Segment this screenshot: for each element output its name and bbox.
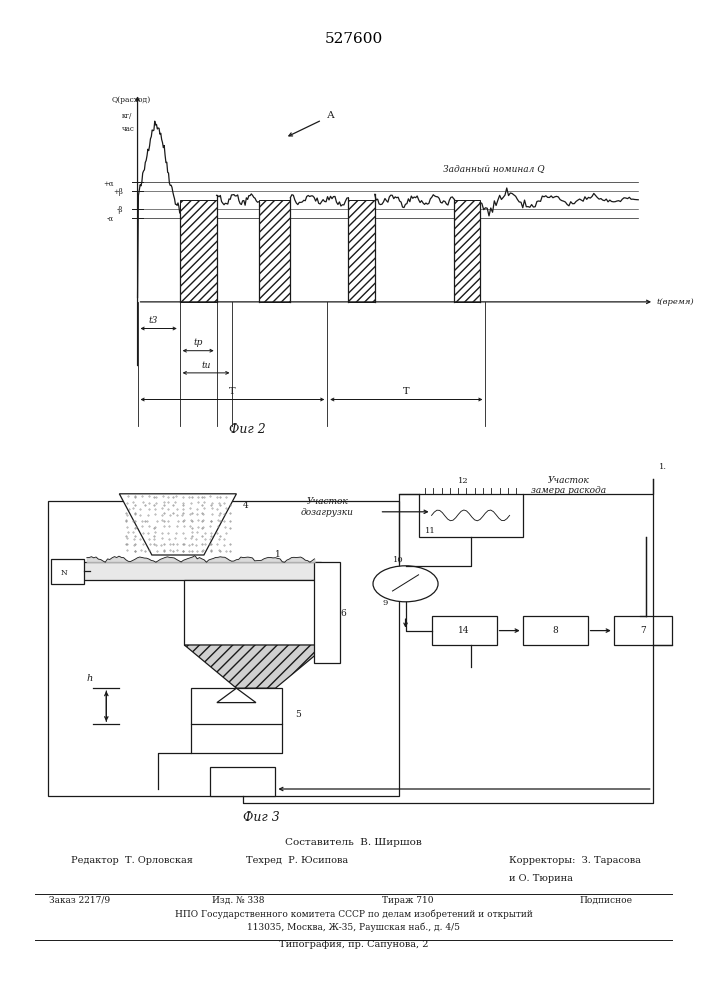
Text: Заказ 2217/9: Заказ 2217/9 <box>49 896 110 905</box>
Text: Заданный номинал Q: Заданный номинал Q <box>443 164 545 173</box>
Text: Составитель  В. Ширшов: Составитель В. Ширшов <box>285 838 422 847</box>
Bar <box>48 501 399 796</box>
Text: 14: 14 <box>458 626 470 635</box>
Bar <box>419 494 522 537</box>
Text: 1: 1 <box>276 550 281 559</box>
Polygon shape <box>217 688 256 703</box>
Text: НПО Государственного комитета СССР по делам изобретений и открытий: НПО Государственного комитета СССР по де… <box>175 910 532 919</box>
Bar <box>180 200 216 302</box>
Text: Фиг 3: Фиг 3 <box>243 811 280 824</box>
Text: кг/: кг/ <box>122 112 132 120</box>
Text: 527600: 527600 <box>325 32 382 46</box>
Text: Фиг 2: Фиг 2 <box>229 423 266 436</box>
Text: 9: 9 <box>382 599 388 607</box>
Bar <box>51 559 83 584</box>
Text: +β: +β <box>113 188 123 196</box>
Text: +α: +α <box>103 180 114 188</box>
Text: 1.: 1. <box>659 463 667 471</box>
Text: 11: 11 <box>425 527 436 535</box>
Bar <box>191 688 282 724</box>
Bar <box>259 200 291 302</box>
Bar <box>81 562 321 580</box>
Text: и О. Тюрина: и О. Тюрина <box>509 874 573 883</box>
Text: Типография, пр. Сапунова, 2: Типография, пр. Сапунова, 2 <box>279 940 428 949</box>
Text: T: T <box>403 387 409 396</box>
Text: 10: 10 <box>392 556 403 564</box>
Polygon shape <box>119 494 236 555</box>
Text: А: А <box>327 111 335 120</box>
Text: tp: tp <box>194 338 203 347</box>
Text: час: час <box>122 125 134 133</box>
Text: h: h <box>87 674 93 683</box>
Text: t3: t3 <box>148 316 158 325</box>
Bar <box>349 200 375 302</box>
Polygon shape <box>185 645 327 688</box>
Text: Редактор  Т. Орловская: Редактор Т. Орловская <box>71 856 192 865</box>
Text: Q(расход): Q(расход) <box>111 96 151 104</box>
Text: t(время): t(время) <box>657 298 694 306</box>
Text: N: N <box>61 569 67 577</box>
Text: 5: 5 <box>295 710 301 719</box>
Text: 12: 12 <box>457 477 468 485</box>
Bar <box>454 200 480 302</box>
Bar <box>315 562 341 663</box>
Bar <box>614 616 672 645</box>
Text: 6: 6 <box>341 609 346 618</box>
Text: 113035, Москва, Ж-35, Раушская наб., д. 4/5: 113035, Москва, Ж-35, Раушская наб., д. … <box>247 922 460 932</box>
Bar <box>522 616 588 645</box>
Text: 7: 7 <box>640 626 645 635</box>
Text: tu: tu <box>201 361 211 370</box>
Text: 8: 8 <box>552 626 558 635</box>
Bar <box>211 767 276 796</box>
Text: Участок
замера раскода: Участок замера раскода <box>530 476 606 495</box>
Text: Тираж 710: Тираж 710 <box>382 896 433 905</box>
Text: -α: -α <box>107 215 114 223</box>
Circle shape <box>373 566 438 602</box>
Polygon shape <box>185 580 327 645</box>
Text: T: T <box>229 387 235 396</box>
Text: Техред  Р. Юсипова: Техред Р. Юсипова <box>246 856 348 865</box>
Text: 4: 4 <box>243 501 249 510</box>
Text: -β: -β <box>116 206 123 214</box>
Text: Изд. № 338: Изд. № 338 <box>212 896 264 905</box>
Bar <box>431 616 496 645</box>
Text: Участок
дозагрузки: Участок дозагрузки <box>301 497 354 517</box>
Text: Корректоры:  З. Тарасова: Корректоры: З. Тарасова <box>509 856 641 865</box>
Text: Подписное: Подписное <box>580 896 633 905</box>
